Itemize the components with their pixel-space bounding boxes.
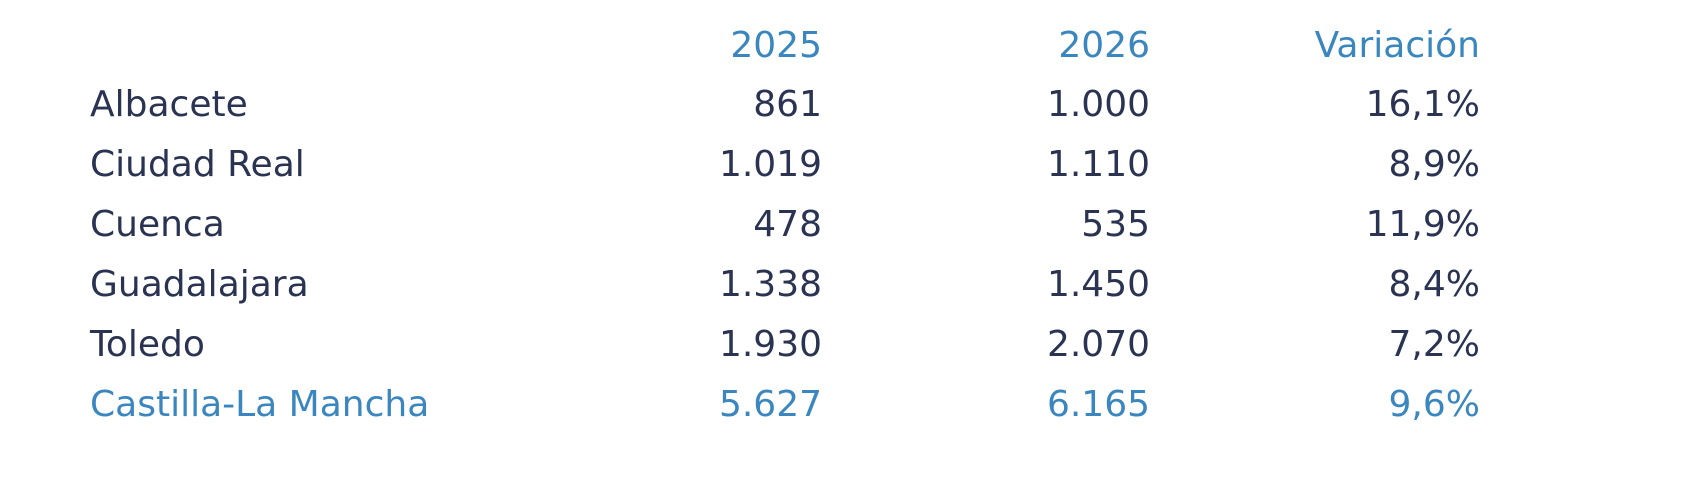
cell-value: 5.627 xyxy=(719,384,822,425)
cell-value: 535 xyxy=(1081,204,1150,245)
cell-value: 8,4% xyxy=(1389,264,1480,305)
row-label: Guadalajara xyxy=(90,264,309,305)
cell-value: 8,9% xyxy=(1389,144,1480,185)
row-label: Castilla-La Mancha xyxy=(90,384,429,425)
cell-value: 1.930 xyxy=(719,324,822,365)
row-label: Cuenca xyxy=(90,204,225,245)
cell-value: 2.070 xyxy=(1047,324,1150,365)
cell-value: 1.338 xyxy=(719,264,822,305)
row-label: Ciudad Real xyxy=(90,144,305,185)
column-header: 2026 xyxy=(1058,25,1150,66)
cell-value: 9,6% xyxy=(1389,384,1480,425)
cell-value: 16,1% xyxy=(1366,84,1480,125)
cell-value: 861 xyxy=(753,84,822,125)
cell-value: 478 xyxy=(753,204,822,245)
row-label: Albacete xyxy=(90,84,248,125)
cell-value: 6.165 xyxy=(1047,384,1150,425)
cell-value: 1.019 xyxy=(719,144,822,185)
cell-value: 7,2% xyxy=(1389,324,1480,365)
cell-value: 1.450 xyxy=(1047,264,1150,305)
cell-value: 11,9% xyxy=(1366,204,1480,245)
cell-value: 1.000 xyxy=(1047,84,1150,125)
column-header: 2025 xyxy=(730,25,822,66)
row-label: Toledo xyxy=(89,324,205,365)
column-header: Variación xyxy=(1315,25,1480,66)
cell-value: 1.110 xyxy=(1047,144,1150,185)
